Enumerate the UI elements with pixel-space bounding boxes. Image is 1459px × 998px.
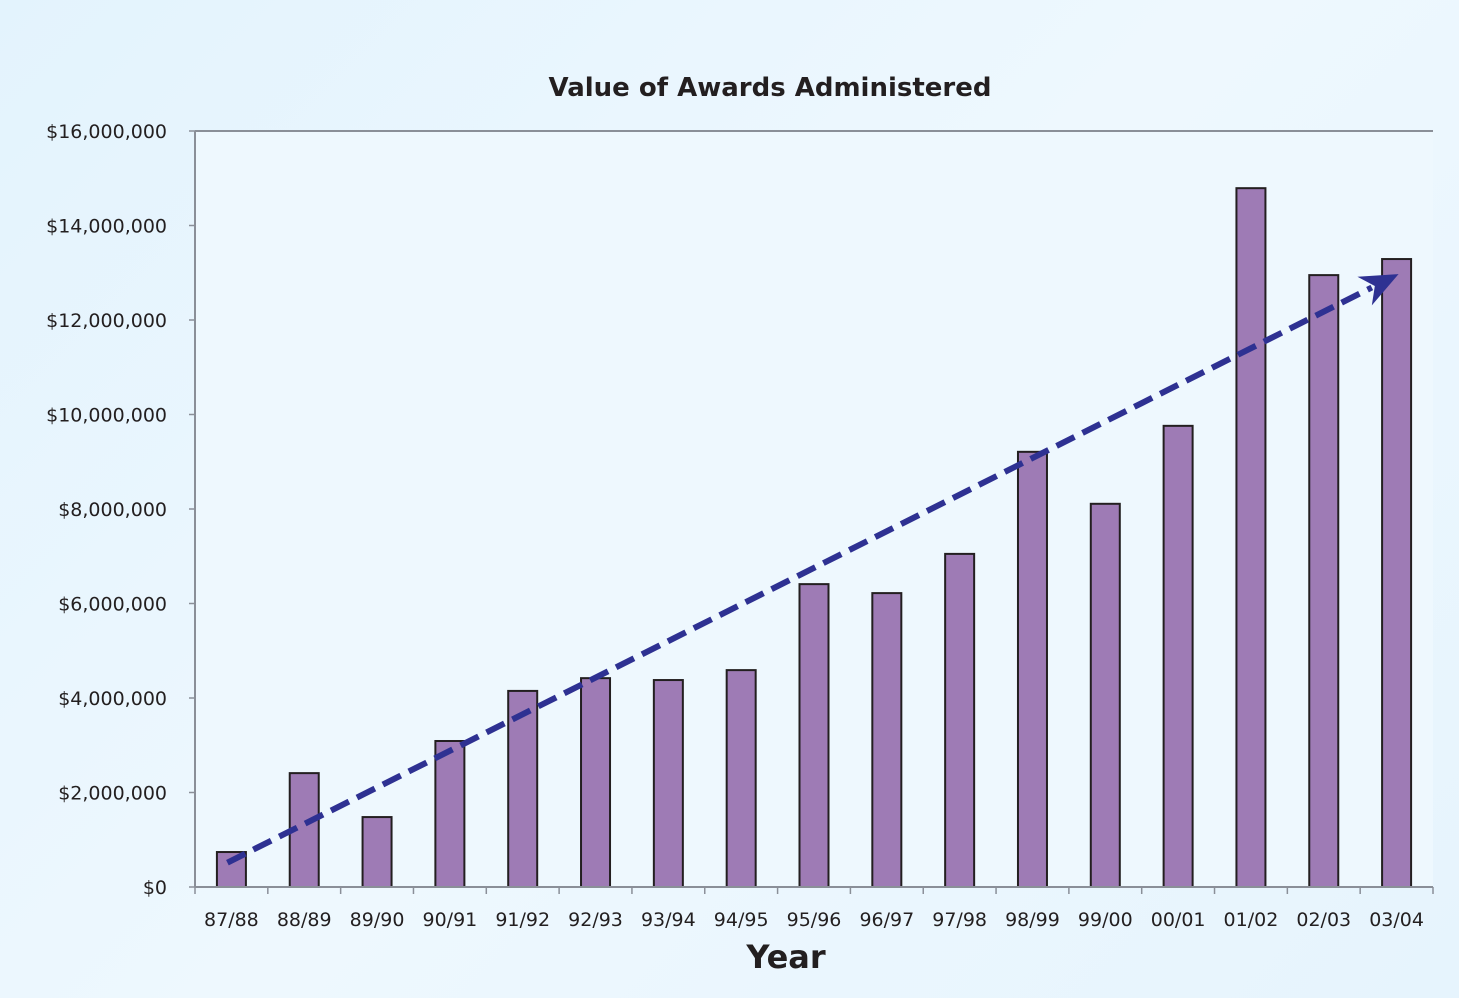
bar-03-04 (1381, 258, 1413, 888)
bar-97-98 (944, 552, 976, 888)
x-tick-label: 00/01 (1151, 909, 1206, 931)
x-tick-label: 92/93 (568, 909, 623, 931)
y-tick-label: $2,000,000 (58, 783, 167, 805)
x-tick-label: 87/88 (204, 909, 259, 931)
x-tick-label: 89/90 (350, 909, 405, 931)
bar-93-94 (652, 679, 684, 888)
y-tick-label: $10,000,000 (46, 405, 167, 427)
chart-title: Value of Awards Administered (549, 73, 992, 103)
trend-arrow-line (226, 284, 1374, 866)
bar-02-03 (1308, 274, 1340, 888)
x-tick-label: 03/04 (1369, 909, 1424, 931)
y-tick-label: $12,000,000 (46, 310, 167, 332)
y-tick-label: $8,000,000 (58, 499, 167, 521)
bar-99-00 (1089, 502, 1121, 888)
y-tick-label: $4,000,000 (58, 688, 167, 710)
bar-01-02 (1235, 187, 1267, 889)
bar-98-99 (1016, 450, 1048, 888)
x-tick-label: 88/89 (277, 909, 332, 931)
x-tick-label: 98/99 (1005, 909, 1060, 931)
x-tick-label: 96/97 (859, 909, 914, 931)
bar-91-92 (507, 689, 539, 888)
bar-00-01 (1162, 424, 1194, 888)
bar-94-95 (725, 669, 757, 888)
bar-89-90 (361, 816, 393, 889)
bar-96-97 (871, 592, 903, 888)
x-tick-label: 94/95 (714, 909, 769, 931)
bar-95-96 (798, 583, 830, 888)
y-tick-label: $6,000,000 (58, 594, 167, 616)
x-tick-label: 95/96 (787, 909, 842, 931)
x-tick-label: 90/91 (422, 909, 477, 931)
x-tick-label: 91/92 (495, 909, 550, 931)
y-tick-label: $0 (143, 877, 167, 899)
x-tick-label: 01/02 (1224, 909, 1279, 931)
trend-arrow-head-icon (1357, 274, 1399, 306)
bar-90-91 (434, 739, 466, 888)
x-tick-label: 93/94 (641, 909, 696, 931)
x-axis-label: Year (745, 938, 826, 976)
x-tick-label: 97/98 (932, 909, 987, 931)
x-tick-label: 02/03 (1296, 909, 1351, 931)
x-tick-label: 99/00 (1078, 909, 1133, 931)
bar-92-93 (580, 677, 612, 889)
y-tick-label: $14,000,000 (46, 216, 167, 238)
y-tick-label: $16,000,000 (46, 121, 167, 143)
